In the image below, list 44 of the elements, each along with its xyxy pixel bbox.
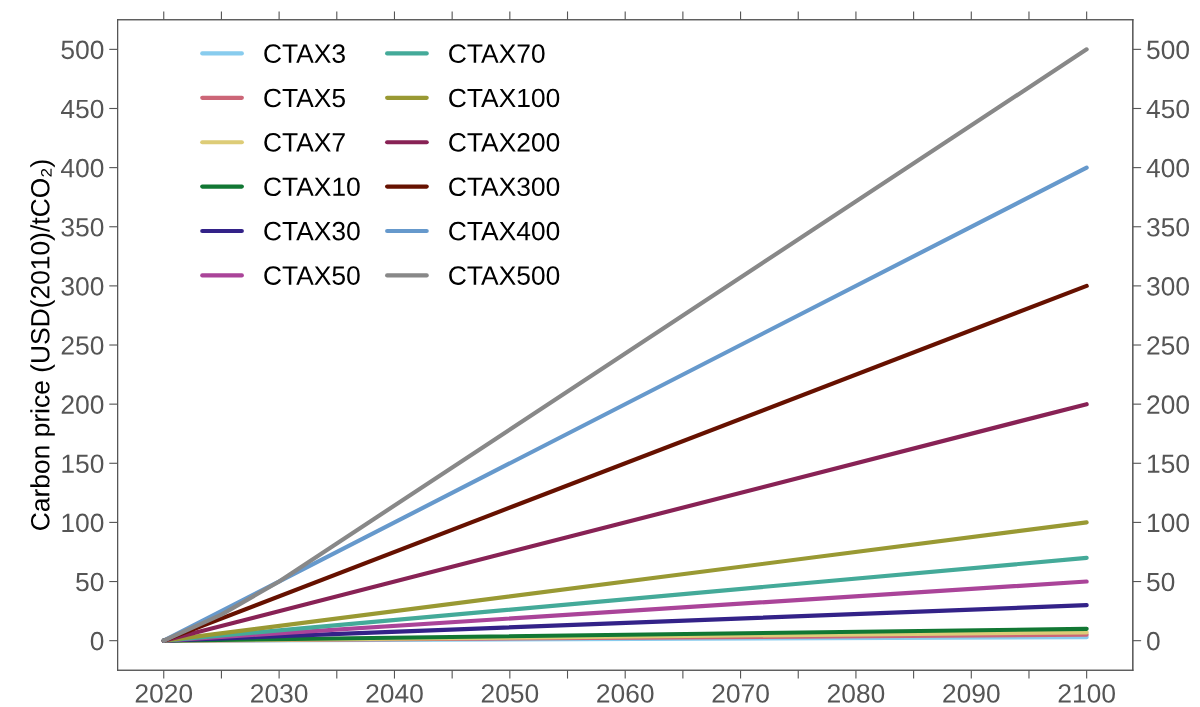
legend-label: CTAX500 — [449, 266, 560, 285]
x-tick-label: 2090 — [943, 684, 1000, 703]
legend-label: CTAX400 — [449, 221, 560, 241]
y-tick-label: 0 — [90, 631, 104, 651]
y2-tick-label: 300 — [1147, 277, 1189, 296]
x-tick-label: 2020 — [135, 684, 193, 703]
legend-label: CTAX50 — [264, 266, 360, 285]
legend-label: CTAX300 — [449, 177, 560, 197]
y2-tick-label: 450 — [1146, 99, 1189, 119]
y-tick-label: 350 — [61, 217, 104, 237]
x-tick-label: 2100 — [1058, 684, 1115, 703]
y2-tick-label: 0 — [1147, 631, 1160, 651]
y2-tick-label: 500 — [1147, 40, 1189, 60]
y-tick-label: 400 — [60, 158, 104, 178]
y2-tick-label: 200 — [1147, 395, 1189, 414]
y-tick-label: 200 — [61, 395, 104, 414]
y-tick-label: 500 — [61, 40, 104, 60]
legend-label: CTAX200 — [449, 133, 560, 152]
y-tick-label: 100 — [62, 513, 104, 533]
y2-tick-label: 250 — [1147, 336, 1189, 355]
y-tick-label: 300 — [61, 277, 104, 296]
legend-label: CTAX5 — [264, 88, 345, 108]
y2-tick-label: 100 — [1148, 513, 1189, 533]
x-tick-label: 2060 — [597, 684, 654, 703]
legend-label: CTAX70 — [449, 44, 545, 63]
x-tick-label: 2040 — [366, 684, 423, 703]
y-axis-title: Carbon price (USD(2010)/tCO₂) — [30, 160, 55, 530]
y-tick-label: 150 — [62, 454, 104, 474]
y-tick-label: 50 — [76, 572, 104, 592]
x-tick-label: 2050 — [481, 684, 539, 703]
x-tick-label: 2030 — [251, 684, 308, 703]
y-tick-label: 450 — [60, 99, 104, 119]
y2-tick-label: 400 — [1146, 158, 1189, 178]
legend-label: CTAX7 — [264, 133, 345, 152]
legend-label: CTAX100 — [449, 88, 560, 108]
x-tick-label: 2070 — [712, 684, 769, 703]
y2-tick-label: 150 — [1148, 454, 1189, 474]
x-tick-label: 2080 — [827, 684, 885, 703]
legend-label: CTAX30 — [264, 221, 360, 241]
y2-tick-label: 50 — [1147, 572, 1175, 592]
legend-label: CTAX10 — [264, 177, 360, 197]
y-tick-label: 250 — [61, 336, 104, 355]
legend-label: CTAX3 — [264, 44, 345, 63]
y2-tick-label: 350 — [1147, 217, 1189, 237]
